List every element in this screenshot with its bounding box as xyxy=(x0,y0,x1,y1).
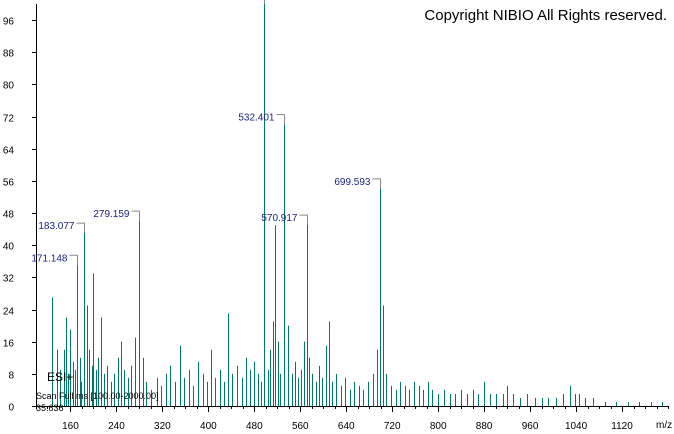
x-tick-label: 720 xyxy=(384,421,401,432)
y-tick-label: 0 xyxy=(8,403,14,414)
peak-label: 570.917 xyxy=(261,213,298,224)
y-tick-label: 80 xyxy=(3,81,15,92)
peak-label: 699.593 xyxy=(334,177,371,188)
peak-label: 497.361 xyxy=(218,0,255,3)
ionization-mode-label: ESI+ xyxy=(47,370,73,384)
x-tick-label: 1040 xyxy=(565,421,588,432)
peak-label-bracket xyxy=(69,254,78,266)
y-tick-label: 88 xyxy=(3,49,15,60)
y-tick-label: 8 xyxy=(8,371,14,382)
peak-label: 171.148 xyxy=(31,253,68,264)
y-tick-label: 72 xyxy=(3,114,15,125)
x-tick-label: 160 xyxy=(62,421,79,432)
x-tick-label: 1120 xyxy=(611,421,633,432)
x-tick-label: 320 xyxy=(154,421,171,432)
peak-label-bracket xyxy=(372,178,381,189)
scan-info-text: Scan Full ms [100.00-2000.00] xyxy=(36,391,159,401)
peak-label-bracket xyxy=(131,210,140,222)
y-tick-label: 96 xyxy=(3,17,15,28)
peak-label-bracket xyxy=(76,222,85,234)
x-tick-label: 560 xyxy=(292,421,309,432)
y-tick-label: 56 xyxy=(3,178,15,189)
x-tick-label: 960 xyxy=(522,421,539,432)
x-tick-label: 240 xyxy=(108,421,125,432)
peak-labels: 171.148 183.077 279.159 497.361 532.401 570.9… xyxy=(31,0,381,266)
y-tick-label: 40 xyxy=(3,242,15,253)
peak-label: 183.077 xyxy=(38,221,75,232)
copyright-text: Copyright NIBIO All Rights reserved. xyxy=(424,7,667,24)
y-tick-label: 64 xyxy=(3,146,15,157)
y-tick-label: 24 xyxy=(3,307,15,318)
x-tick-label: 400 xyxy=(200,421,217,432)
x-tick-label: 880 xyxy=(476,421,493,432)
peak-label: 532.401 xyxy=(238,113,275,124)
x-tick-label: 800 xyxy=(430,421,447,432)
peak-label-bracket xyxy=(276,114,285,125)
x-axis-ticks: 160 240 320 400 480 560 640 720 800 880 960 1040 112… xyxy=(36,406,669,432)
y-tick-label: 32 xyxy=(3,274,15,285)
peak-bars xyxy=(52,4,663,406)
x-tick-label: 480 xyxy=(246,421,263,432)
peak-label-bracket xyxy=(264,0,265,4)
peak-label-bracket xyxy=(299,214,308,226)
y-axis-ticks: 0 8 16 24 32 40 48 56 64 72 80 88 96 xyxy=(3,17,36,414)
x-axis-title: m/z xyxy=(656,420,672,431)
peak-label: 279.159 xyxy=(93,209,130,220)
y-tick-label: 16 xyxy=(3,339,15,350)
y-tick-label: 48 xyxy=(3,210,15,221)
retention-time-text: 35.636 xyxy=(36,403,64,413)
x-tick-label: 640 xyxy=(338,421,355,432)
